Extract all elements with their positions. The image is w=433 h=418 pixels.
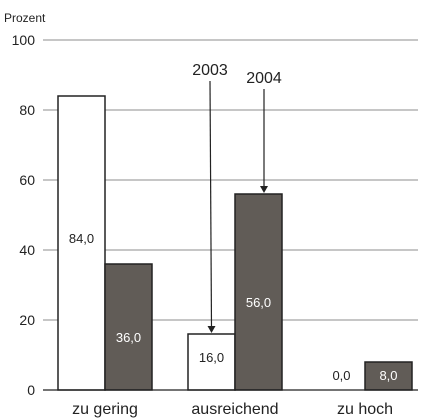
bar-2004-0: [104, 263, 153, 391]
series-label-2003: 2003: [192, 62, 228, 79]
arrowhead-2004: [260, 186, 268, 193]
value-label-2004-2: 8,0: [379, 368, 397, 383]
y-tick-0: 0: [27, 382, 35, 398]
category-label-2: zu hoch: [337, 401, 393, 418]
category-label-1: ausreichend: [191, 401, 278, 418]
y-tick-20: 20: [19, 312, 35, 328]
value-label-2003-2: 0,0: [332, 368, 350, 383]
bar-2004-1: [234, 193, 283, 391]
value-label-2003-1: 16,0: [199, 350, 224, 365]
y-axis-label: Prozent: [4, 11, 46, 25]
arrowhead-2003: [207, 326, 216, 333]
category-labels: zu gering ausreichend zu hoch: [72, 401, 393, 418]
value-label-2004-1: 56,0: [246, 295, 271, 310]
y-tick-60: 60: [19, 172, 35, 188]
bars: 84,0 36,0 16,0 56,0 0,0 8,0: [57, 95, 413, 391]
value-label-2003-0: 84,0: [69, 231, 94, 246]
bar-2004-2: [364, 361, 413, 391]
value-label-2004-0: 36,0: [116, 330, 141, 345]
series-label-2004: 2004: [246, 70, 282, 87]
y-tick-80: 80: [19, 102, 35, 118]
y-tick-40: 40: [19, 242, 35, 258]
category-label-0: zu gering: [72, 401, 138, 418]
bar-2003-0: [57, 95, 106, 391]
y-tick-100: 100: [12, 32, 36, 48]
series-annotations: 2003 2004: [192, 62, 282, 333]
y-tick-labels: 0 20 40 60 80 100: [12, 32, 36, 398]
arrow-line-2003: [209, 80, 213, 329]
